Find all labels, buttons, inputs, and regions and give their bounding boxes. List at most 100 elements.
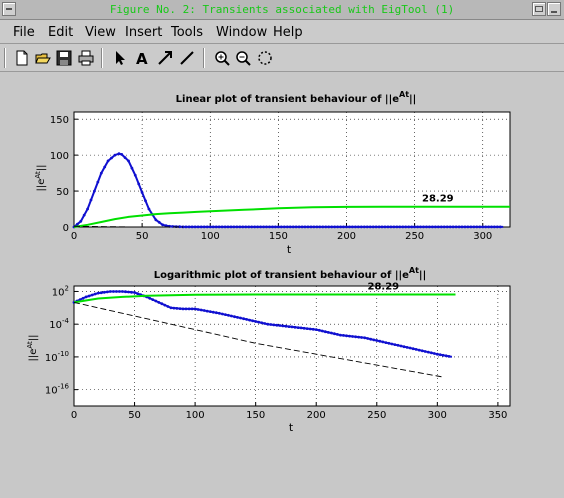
series-marker xyxy=(420,349,424,353)
series-marker xyxy=(317,328,321,332)
x-tick-label: 250 xyxy=(405,231,424,242)
series-marker xyxy=(130,290,133,294)
series-marker xyxy=(408,346,412,350)
series-marker xyxy=(478,225,482,229)
menu-edit[interactable]: Edit xyxy=(48,25,74,40)
series-marker xyxy=(423,350,427,353)
series-marker xyxy=(282,225,286,229)
series-marker xyxy=(484,225,488,229)
series-marker xyxy=(287,325,291,328)
series-marker xyxy=(184,225,188,229)
series-marker xyxy=(314,328,318,331)
zoom-out-icon[interactable] xyxy=(234,49,252,67)
series-marker xyxy=(293,325,297,329)
series-marker xyxy=(306,225,310,229)
x-tick-label: 150 xyxy=(269,231,288,242)
series-marker xyxy=(262,225,265,229)
series-marker xyxy=(434,225,437,229)
zoom-in-icon[interactable] xyxy=(213,49,231,67)
series-marker xyxy=(166,305,170,308)
series-marker xyxy=(342,334,345,337)
log-plot-ylabel: ||eAt|| xyxy=(26,334,39,361)
series-marker xyxy=(351,225,354,229)
series-marker xyxy=(311,327,315,331)
insert-line-icon[interactable] xyxy=(178,49,196,67)
series-marker xyxy=(221,312,224,316)
figure-plots: Linear plot of transient behaviour of ||… xyxy=(26,90,511,434)
series-marker xyxy=(260,321,264,325)
print-icon[interactable] xyxy=(77,49,95,67)
menu-insert[interactable]: Insert xyxy=(125,25,163,40)
menu-view[interactable]: View xyxy=(85,25,116,40)
series-marker xyxy=(374,225,378,229)
series-marker xyxy=(112,290,115,293)
x-tick-label: 150 xyxy=(246,410,265,421)
x-tick-label: 0 xyxy=(71,410,77,421)
y-tick-label: 102 xyxy=(52,284,69,298)
menu-file[interactable]: File xyxy=(13,25,35,40)
series-marker xyxy=(263,322,267,325)
series-marker xyxy=(463,225,467,229)
series-marker xyxy=(366,337,370,340)
insert-arrow-icon[interactable] xyxy=(156,49,174,67)
series-marker xyxy=(416,225,419,229)
series-marker xyxy=(315,225,319,229)
menu-tools[interactable]: Tools xyxy=(171,25,204,40)
series-marker xyxy=(274,225,277,229)
series-marker xyxy=(435,352,439,356)
rotate-icon[interactable] xyxy=(256,49,274,67)
series-marker xyxy=(369,337,373,341)
insert-text-icon[interactable]: A xyxy=(133,49,151,67)
series-marker xyxy=(208,225,212,229)
series-marker xyxy=(229,225,233,229)
window-title: Figure No. 2: Transients associated with… xyxy=(109,3,455,16)
series-marker xyxy=(429,351,433,355)
series-marker xyxy=(271,225,274,229)
series-marker xyxy=(493,225,496,229)
series-marker xyxy=(93,292,97,296)
series-marker xyxy=(324,225,328,229)
series-marker xyxy=(398,225,402,229)
series-marker xyxy=(419,225,422,229)
series-marker xyxy=(172,306,176,310)
series-marker xyxy=(392,225,396,229)
series-marker xyxy=(214,225,218,229)
series-marker xyxy=(348,334,351,338)
series-marker xyxy=(291,225,295,229)
series-marker xyxy=(460,225,464,229)
series-marker xyxy=(372,338,376,342)
series-marker xyxy=(123,156,127,159)
series-marker xyxy=(81,296,85,300)
series-marker xyxy=(318,225,322,229)
x-tick-label: 350 xyxy=(488,410,507,421)
series-marker xyxy=(121,290,124,293)
series-marker xyxy=(359,225,363,229)
series-marker xyxy=(117,152,121,156)
menu-help[interactable]: Help xyxy=(273,25,303,40)
series-marker xyxy=(294,225,298,229)
minimize-button[interactable] xyxy=(547,2,561,16)
series-marker xyxy=(115,290,118,293)
series-marker xyxy=(163,303,167,307)
series-marker xyxy=(105,290,109,294)
y-tick-label: 10-16 xyxy=(45,383,70,397)
save-icon[interactable] xyxy=(55,49,73,67)
window-menu-button[interactable] xyxy=(2,2,16,16)
series-marker xyxy=(422,225,425,229)
series-marker xyxy=(202,225,206,229)
new-file-icon[interactable] xyxy=(13,49,31,67)
arrow-pointer-icon[interactable] xyxy=(111,49,129,67)
series-marker xyxy=(84,295,88,299)
x-tick-label: 200 xyxy=(337,231,356,242)
series-marker xyxy=(457,225,461,229)
open-folder-icon[interactable] xyxy=(34,49,52,67)
maximize-button[interactable] xyxy=(532,2,546,16)
menu-window[interactable]: Window xyxy=(216,25,268,40)
series-marker xyxy=(442,225,446,229)
series-marker xyxy=(320,329,324,333)
series-marker xyxy=(140,191,144,194)
series-marker xyxy=(89,198,93,202)
linear-plot-title: Linear plot of transient behaviour of ||… xyxy=(176,90,417,105)
series-marker xyxy=(227,313,230,317)
series-marker xyxy=(245,318,249,321)
